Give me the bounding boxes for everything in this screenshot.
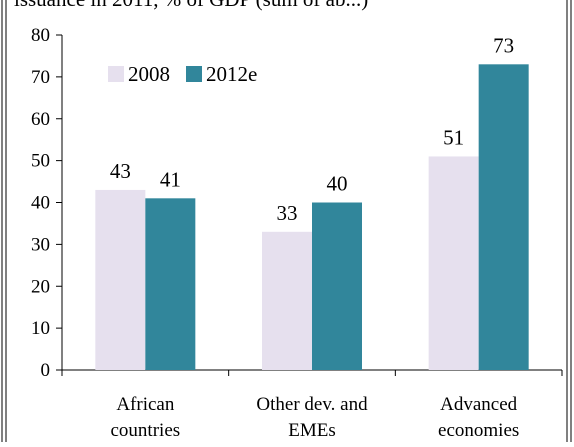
y-tick-label: 10 — [31, 318, 50, 339]
legend-label-2008: 2008 — [128, 62, 170, 86]
y-tick-label: 60 — [31, 109, 50, 130]
legend: 2008 2012e — [108, 62, 257, 86]
data-label: 73 — [493, 33, 514, 57]
bars — [95, 64, 529, 370]
legend-swatch-2008 — [108, 66, 124, 82]
y-tick-label: 70 — [31, 67, 50, 88]
x-tick-label: African — [116, 394, 175, 415]
data-label: 40 — [327, 172, 348, 196]
bar-2008-2 — [428, 156, 479, 370]
x-tick-label: Advanced — [440, 394, 518, 415]
x-tick-label: EMEs — [288, 420, 336, 441]
x-tick-label: economies — [438, 420, 519, 441]
data-label: 41 — [160, 167, 181, 191]
header-text: issuance in 2011, % of GDP (sum of ab...… — [14, 0, 368, 11]
x-tick-label: Other dev. and — [256, 394, 368, 415]
x-tick-label: countries — [111, 420, 181, 441]
y-tick-label: 20 — [31, 276, 50, 297]
bar-2012e-2 — [478, 64, 529, 370]
y-tick-label: 30 — [31, 234, 50, 255]
y-tick-label: 0 — [41, 360, 51, 381]
y-tick-label: 50 — [31, 151, 50, 172]
data-label: 43 — [110, 159, 131, 183]
legend-label-2012e: 2012e — [206, 62, 257, 86]
data-label: 33 — [277, 201, 298, 225]
data-label: 51 — [443, 125, 464, 149]
y-tick-label: 40 — [31, 193, 50, 214]
legend-swatch-2012e — [186, 66, 202, 82]
bar-2008-1 — [262, 231, 312, 370]
bar-2012e-0 — [145, 198, 196, 370]
bar-2012e-1 — [312, 202, 362, 370]
bar-2008-0 — [95, 189, 146, 370]
y-tick-label: 80 — [31, 25, 50, 46]
data-labels: 43 41 33 40 51 73 — [110, 33, 514, 225]
